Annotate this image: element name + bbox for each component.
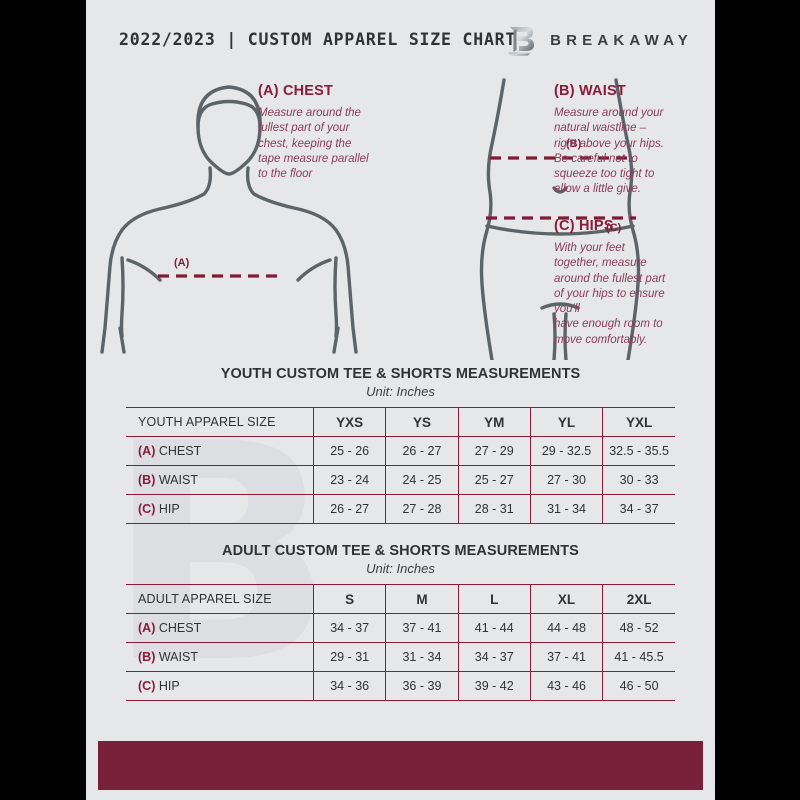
youth-cell-0-1: 26 - 27 <box>385 436 459 466</box>
footer-bar <box>98 741 703 790</box>
youth-size-table: YOUTH APPAREL SIZE YXS YS YM YL YXL (A) … <box>126 407 675 524</box>
youth-cell-1-4: 30 - 33 <box>602 465 675 495</box>
row-tag: (B) <box>138 473 156 487</box>
row-label: CHEST <box>158 444 202 458</box>
callout-chest-title: (A) CHEST <box>258 83 334 99</box>
adult-table-title: ADULT CUSTOM TEE & SHORTS MEASUREMENTS <box>222 543 579 559</box>
youth-size-header: YOUTH APPAREL SIZE <box>126 407 314 437</box>
brand-logo: BREAKAWAY <box>507 24 693 57</box>
adult-col-4: 2XL <box>602 584 675 614</box>
row-label: CHEST <box>158 621 202 635</box>
youth-cell-1-2: 25 - 27 <box>458 465 531 495</box>
youth-cell-1-3: 27 - 30 <box>530 465 604 495</box>
youth-row-1-label: (B) WAIST <box>126 465 314 495</box>
row-tag: (A) <box>138 621 156 635</box>
adult-col-2: L <box>458 584 531 614</box>
youth-cell-2-4: 34 - 37 <box>602 494 675 524</box>
adult-cell-0-1: 37 - 41 <box>385 613 459 643</box>
breakaway-b-logo-icon <box>508 27 535 56</box>
adult-cell-2-3: 43 - 46 <box>530 671 604 701</box>
youth-col-4: YXL <box>602 407 675 437</box>
callout-waist: (B) WAIST Measure around your natural wa… <box>554 83 699 198</box>
youth-row-2-label: (C) HIP <box>126 494 314 524</box>
table-row: (A) CHEST 34 - 37 37 - 41 41 - 44 44 - 4… <box>126 613 675 643</box>
row-label: WAIST <box>158 650 198 664</box>
adult-cell-1-2: 34 - 37 <box>458 642 531 672</box>
youth-table-unit: Unit: Inches <box>366 384 435 399</box>
youth-cell-0-0: 25 - 26 <box>313 436 387 466</box>
row-tag: (A) <box>138 444 156 458</box>
callout-waist-title: (B) WAIST <box>554 83 626 99</box>
youth-table-title: YOUTH CUSTOM TEE & SHORTS MEASUREMENTS <box>220 366 581 382</box>
adult-cell-0-3: 44 - 48 <box>530 613 604 643</box>
adult-table-unit: Unit: Inches <box>366 561 435 576</box>
adult-cell-2-4: 46 - 50 <box>602 671 675 701</box>
adult-size-header: ADULT APPAREL SIZE <box>126 584 314 614</box>
youth-cell-2-0: 26 - 27 <box>313 494 387 524</box>
brand-name: BREAKAWAY <box>550 32 693 49</box>
callout-hips-body: With your feet together, measure around … <box>554 242 666 346</box>
callout-hips: (C) HIPS With your feet together, measur… <box>554 218 699 348</box>
youth-table-block: YOUTH CUSTOM TEE & SHORTS MEASUREMENTS U… <box>86 366 715 524</box>
youth-cell-1-1: 24 - 25 <box>385 465 459 495</box>
adult-row-2-label: (C) HIP <box>126 671 314 701</box>
adult-cell-0-2: 41 - 44 <box>458 613 531 643</box>
youth-col-0: YXS <box>313 407 387 437</box>
youth-cell-0-4: 32.5 - 35.5 <box>602 436 675 466</box>
body-figures <box>100 78 641 360</box>
hip-marker-label: (C) <box>606 222 622 234</box>
row-tag: (C) <box>138 502 156 516</box>
row-label: HIP <box>158 679 180 693</box>
row-label: HIP <box>158 502 180 516</box>
adult-size-table: ADULT APPAREL SIZE S M L XL 2XL (A) CHES… <box>126 584 675 701</box>
table-row: (A) CHEST 25 - 26 26 - 27 27 - 29 29 - 3… <box>126 436 675 466</box>
adult-col-3: XL <box>530 584 604 614</box>
adult-cell-1-1: 31 - 34 <box>385 642 459 672</box>
adult-cell-2-1: 36 - 39 <box>385 671 459 701</box>
adult-row-0-label: (A) CHEST <box>126 613 314 643</box>
youth-row-0-label: (A) CHEST <box>126 436 314 466</box>
lower-body-figure <box>479 78 641 360</box>
table-row: (C) HIP 34 - 36 36 - 39 39 - 42 43 - 46 … <box>126 671 675 701</box>
table-header-row: YOUTH APPAREL SIZE YXS YS YM YL YXL <box>126 407 675 437</box>
youth-cell-2-3: 31 - 34 <box>530 494 604 524</box>
youth-col-2: YM <box>458 407 531 437</box>
upper-body-figure <box>100 85 358 354</box>
adult-cell-1-0: 29 - 31 <box>313 642 387 672</box>
page-header: 2022/2023 | CUSTOM APPAREL SIZE CHART BR… <box>86 24 715 62</box>
callout-hips-title: (C) HIPS <box>554 218 614 234</box>
row-tag: (B) <box>138 650 156 664</box>
youth-cell-0-3: 29 - 32.5 <box>530 436 604 466</box>
size-chart-page: B 2022/2023 | CUSTOM APPAREL SIZE CHART … <box>86 0 715 800</box>
page-title: 2022/2023 | CUSTOM APPAREL SIZE CHART <box>119 30 517 49</box>
measurement-illustrations: (A) (B) (C) (A) CHEST Measure around the… <box>86 70 715 360</box>
youth-col-1: YS <box>385 407 459 437</box>
row-label: WAIST <box>158 473 198 487</box>
adult-col-0: S <box>313 584 387 614</box>
table-header-row: ADULT APPAREL SIZE S M L XL 2XL <box>126 584 675 614</box>
table-row: (B) WAIST 29 - 31 31 - 34 34 - 37 37 - 4… <box>126 642 675 672</box>
adult-cell-2-2: 39 - 42 <box>458 671 531 701</box>
table-row: (B) WAIST 23 - 24 24 - 25 25 - 27 27 - 3… <box>126 465 675 495</box>
adult-cell-1-3: 37 - 41 <box>530 642 604 672</box>
adult-col-1: M <box>385 584 459 614</box>
callout-waist-body: Measure around your natural waistline – … <box>554 107 664 196</box>
adult-cell-0-4: 48 - 52 <box>602 613 675 643</box>
row-tag: (C) <box>138 679 156 693</box>
adult-cell-1-4: 41 - 45.5 <box>602 642 675 672</box>
adult-cell-2-0: 34 - 36 <box>313 671 387 701</box>
adult-row-1-label: (B) WAIST <box>126 642 314 672</box>
callout-chest-body: Measure around the fullest part of your … <box>258 107 369 181</box>
chest-marker-label: (A) <box>174 257 190 269</box>
callout-chest: (A) CHEST Measure around the fullest par… <box>258 83 398 182</box>
youth-cell-2-1: 27 - 28 <box>385 494 459 524</box>
youth-cell-0-2: 27 - 29 <box>458 436 531 466</box>
table-row: (C) HIP 26 - 27 27 - 28 28 - 31 31 - 34 … <box>126 494 675 524</box>
adult-cell-0-0: 34 - 37 <box>313 613 387 643</box>
adult-table-block: ADULT CUSTOM TEE & SHORTS MEASUREMENTS U… <box>86 543 715 701</box>
waist-marker-label: (B) <box>566 138 582 150</box>
youth-cell-1-0: 23 - 24 <box>313 465 387 495</box>
youth-col-3: YL <box>530 407 604 437</box>
youth-cell-2-2: 28 - 31 <box>458 494 531 524</box>
